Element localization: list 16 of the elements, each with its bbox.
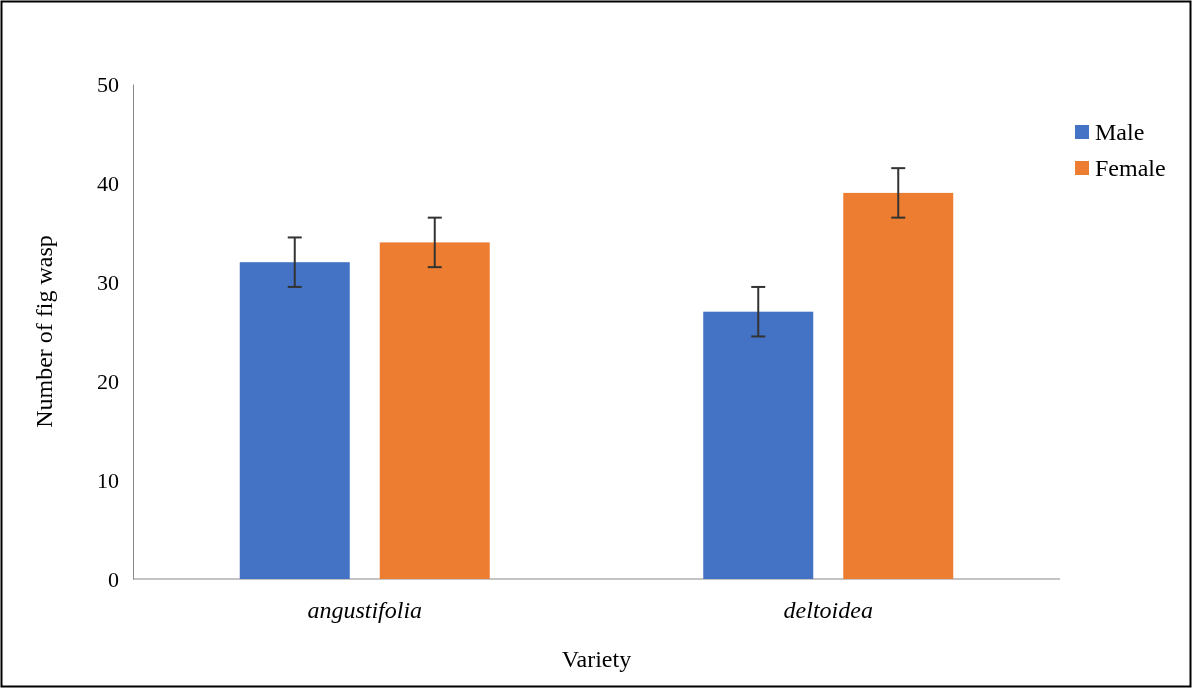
bar xyxy=(239,262,350,579)
y-tick-label: 40 xyxy=(97,170,119,196)
bar xyxy=(703,311,814,579)
x-tick-label: deltoidea xyxy=(783,597,873,624)
x-tick-label: angustifolia xyxy=(307,597,423,624)
y-tick-label: 50 xyxy=(97,71,119,97)
y-tick-label: 20 xyxy=(97,368,119,394)
legend-label: Male xyxy=(1095,119,1145,145)
y-axis-title: Number of fig wasp xyxy=(31,235,57,428)
y-tick-label: 0 xyxy=(108,566,119,592)
y-tick-label: 10 xyxy=(97,467,119,493)
y-tick-label: 30 xyxy=(97,269,119,295)
x-axis-title: Variety xyxy=(561,646,632,672)
legend-label: Female xyxy=(1095,155,1166,181)
bar xyxy=(843,192,954,579)
bar xyxy=(379,242,490,579)
